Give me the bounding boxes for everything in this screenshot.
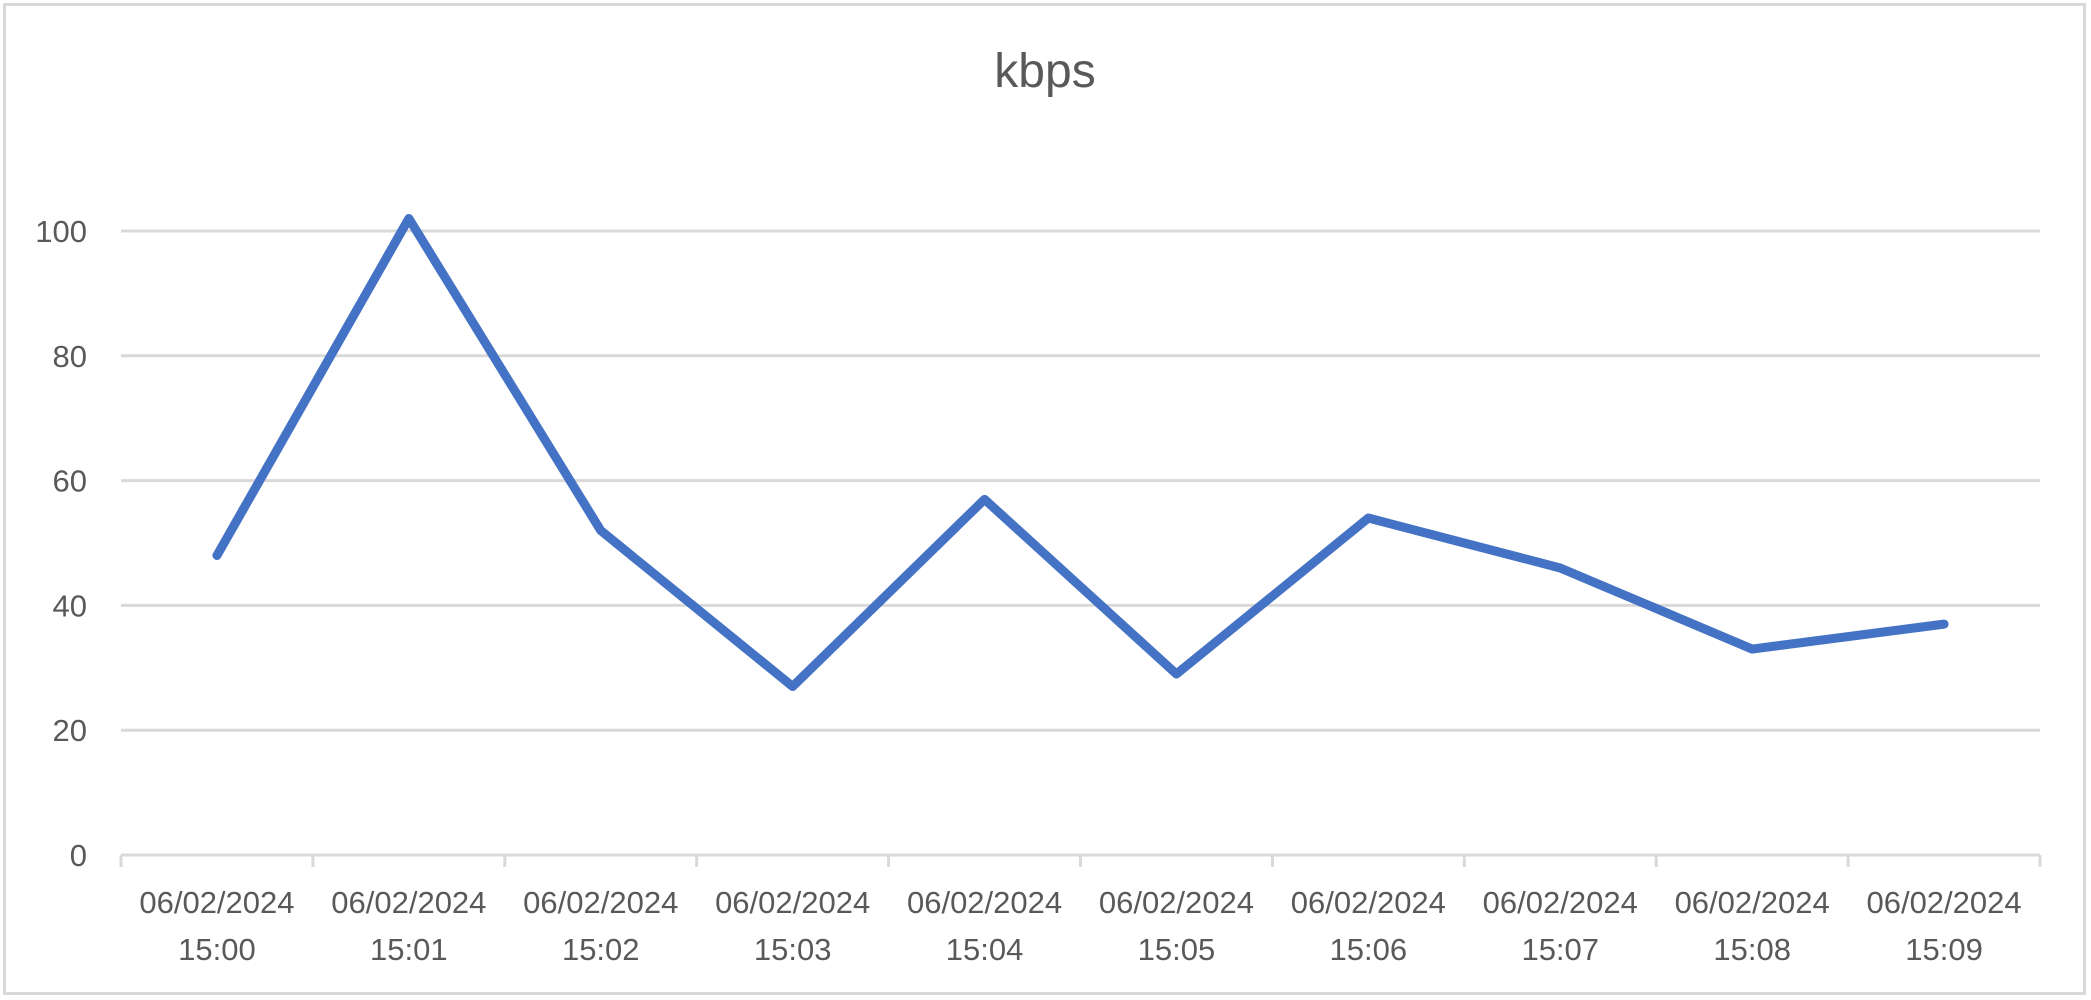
gridlines [121,229,2040,732]
y-tick-label: 60 [53,464,87,499]
y-tick-label: 20 [53,713,87,748]
series-line [212,214,1949,692]
y-tick-label: 0 [70,838,87,873]
chart-title: kbps [994,45,1095,98]
x-axis-tick-labels: 06/02/2024 15:00 06/02/2024 15:01 06/02/2024… [139,885,2021,967]
x-tick-label: 06/02/2024 15:06 [1291,885,1446,967]
x-tick-label: 06/02/2024 15:07 [1483,885,1638,967]
x-tick-label: 06/02/2024 15:03 [715,885,870,967]
series-layer [212,214,1949,692]
x-tick-label: 06/02/2024 15:02 [523,885,678,967]
y-tick-label: 80 [53,339,87,374]
chart-frame [3,3,2086,995]
x-tick-label: 06/02/2024 15:08 [1675,885,1830,967]
y-axis-tick-labels: 0 20 40 60 80 100 [35,214,87,873]
x-tick-label: 06/02/2024 15:09 [1866,885,2021,967]
x-tick-label: 06/02/2024 15:00 [139,885,294,967]
y-tick-label: 40 [53,588,87,623]
x-tick-label: 06/02/2024 15:05 [1099,885,1254,967]
x-tick-label: 06/02/2024 15:01 [331,885,486,967]
x-axis [119,853,2042,867]
y-tick-label: 100 [35,214,87,249]
x-tick-label: 06/02/2024 15:04 [907,885,1062,967]
